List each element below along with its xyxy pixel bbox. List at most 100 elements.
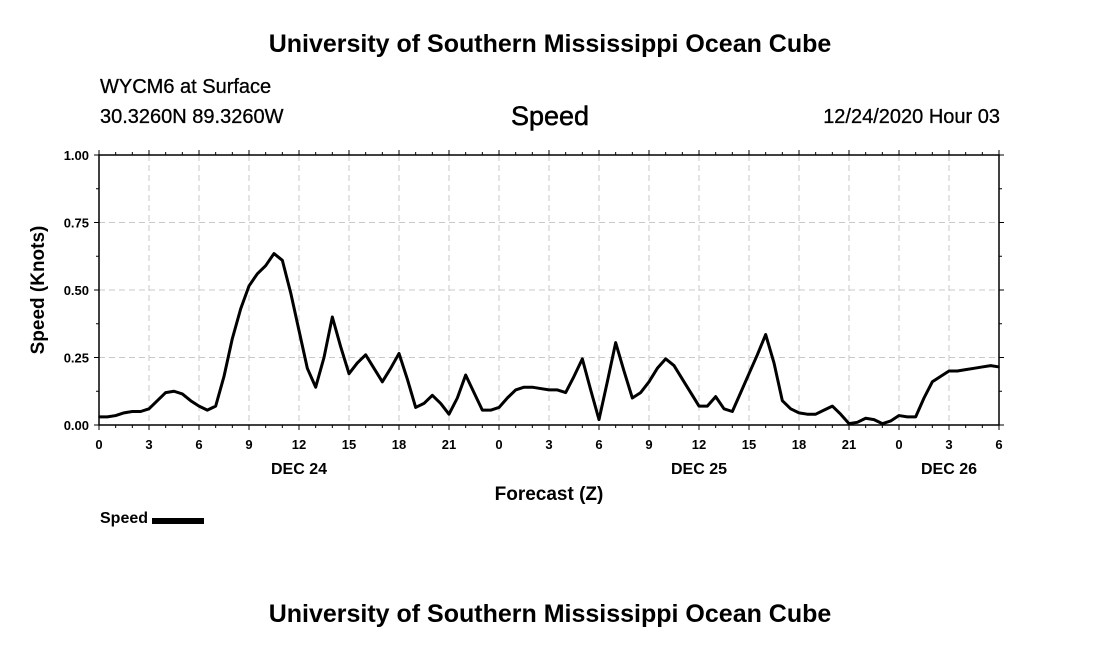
x-tick-label: 0 xyxy=(895,437,902,452)
speed-point xyxy=(581,358,584,360)
speed-point xyxy=(139,410,142,413)
speed-point xyxy=(481,409,484,411)
speed-point xyxy=(631,397,634,399)
speed-point xyxy=(489,409,492,411)
speed-point xyxy=(314,386,317,389)
speed-point xyxy=(914,416,917,418)
speed-point xyxy=(814,413,817,416)
speed-point xyxy=(723,408,725,410)
speed-point xyxy=(148,408,150,410)
ticks: 0.00 0.25 0.50 0.75 1.00 0 3 6 9 12 15 18 21 0 3 6 9 12 15… xyxy=(64,148,1004,478)
speed-point xyxy=(381,381,384,383)
speed-point xyxy=(573,375,575,378)
speed-point xyxy=(923,397,925,399)
x-tick-label: 6 xyxy=(195,437,202,452)
speed-point xyxy=(356,362,359,364)
legend-swatch xyxy=(152,518,205,524)
speed-point xyxy=(239,308,242,310)
grid xyxy=(99,155,999,425)
speed-point xyxy=(131,410,134,413)
speed-point xyxy=(156,399,159,402)
day-label: DEC 25 xyxy=(671,461,727,478)
speed-point xyxy=(106,416,109,418)
speed-point xyxy=(423,402,425,405)
speed-point xyxy=(948,370,950,372)
x-tick-label: 0 xyxy=(495,437,502,452)
speed-point xyxy=(906,416,909,418)
speed-point xyxy=(806,413,809,416)
speed-point xyxy=(448,413,450,416)
y-tick-label: 0.50 xyxy=(64,283,89,298)
speed-point xyxy=(281,259,284,262)
speed-point xyxy=(773,362,775,364)
speed-point xyxy=(614,341,617,344)
speed-point xyxy=(831,405,834,407)
speed-point xyxy=(264,264,267,267)
speed-point xyxy=(331,316,334,318)
speed-point xyxy=(531,386,534,389)
speed-point xyxy=(473,391,475,394)
speed-point xyxy=(289,291,292,294)
speed-point xyxy=(623,370,625,372)
speed-point xyxy=(789,408,792,410)
speed-point xyxy=(648,381,650,383)
speed-point xyxy=(214,405,217,407)
speed-point xyxy=(373,367,375,370)
y-tick-label: 1.00 xyxy=(64,148,89,163)
x-tick-label: 6 xyxy=(995,437,1002,452)
speed-point xyxy=(98,416,100,418)
speed-point xyxy=(198,405,200,407)
speed-point xyxy=(798,412,800,414)
x-tick-label: 21 xyxy=(442,437,456,452)
speed-point xyxy=(973,367,975,370)
x-tick-label: 3 xyxy=(945,437,952,452)
x-tick-label: 21 xyxy=(842,437,856,452)
speed-point xyxy=(431,394,434,397)
speed-point xyxy=(681,378,684,380)
speed-point xyxy=(698,405,700,407)
top-title: University of Southern Mississippi Ocean… xyxy=(268,30,832,58)
speed-point xyxy=(714,395,717,398)
speed-point xyxy=(781,399,784,402)
speed-point xyxy=(173,390,175,393)
speed-point xyxy=(673,364,675,367)
speed-point xyxy=(364,354,367,356)
coordinates-label: 30.3260N 89.3260W xyxy=(100,106,284,128)
speed-point xyxy=(739,391,742,394)
speed-point xyxy=(873,418,875,421)
speed-point xyxy=(598,418,600,421)
x-tick-label: 12 xyxy=(292,437,306,452)
speed-point xyxy=(439,402,442,405)
speed-point xyxy=(548,389,550,391)
day-label: DEC 26 xyxy=(921,461,977,478)
speed-point xyxy=(989,364,992,367)
speed-point xyxy=(248,285,250,287)
speed-point xyxy=(539,387,542,390)
speed-point xyxy=(748,372,750,375)
station-label: WYCM6 at Surface xyxy=(100,76,272,98)
speed-point xyxy=(939,375,942,378)
speed-point xyxy=(823,409,825,411)
speed-point xyxy=(856,421,859,424)
speed-point xyxy=(206,409,209,411)
speed-point xyxy=(181,393,184,395)
bottom-title: University of Southern Mississippi Ocean… xyxy=(268,600,832,628)
speed-point xyxy=(456,397,459,399)
speed-point xyxy=(706,405,709,407)
speed-point xyxy=(164,391,167,394)
speed-point xyxy=(839,413,842,416)
speed-point xyxy=(848,422,850,425)
speed-point xyxy=(114,414,117,417)
speed-point xyxy=(189,399,192,402)
speed-point xyxy=(898,414,900,417)
x-tick-label: 6 xyxy=(595,437,602,452)
x-tick-label: 15 xyxy=(742,437,756,452)
speed-point xyxy=(639,391,642,394)
x-tick-label: 3 xyxy=(545,437,552,452)
speed-point xyxy=(398,352,400,355)
x-tick-label: 9 xyxy=(645,437,652,452)
speed-point xyxy=(981,366,984,368)
day-label: DEC 24 xyxy=(271,461,327,478)
speed-point xyxy=(231,337,234,340)
speed-point xyxy=(756,354,759,356)
